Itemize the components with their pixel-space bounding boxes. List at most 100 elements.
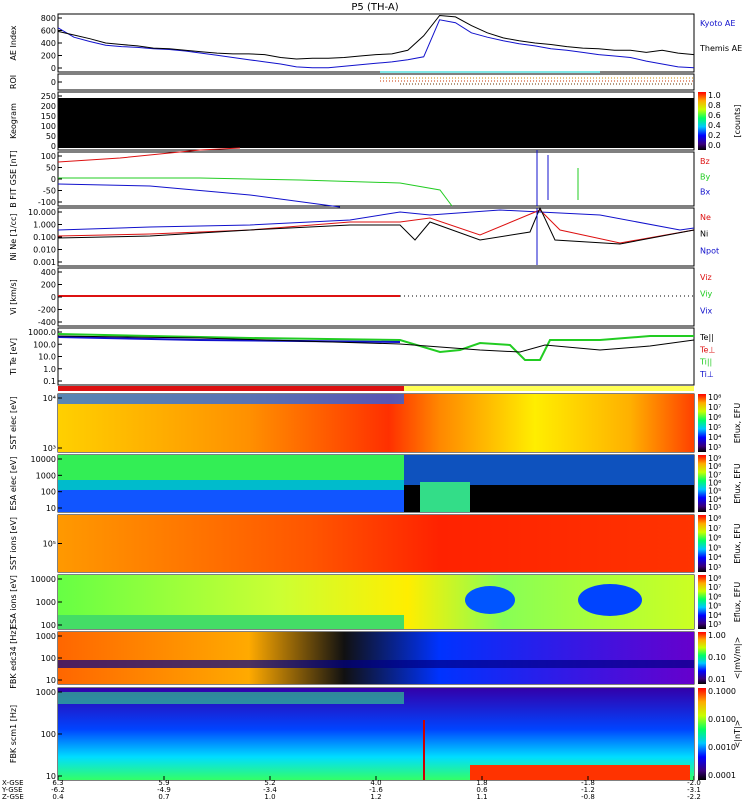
y-tick-label: 200: [41, 102, 56, 111]
panel-frame: [57, 151, 695, 207]
y-tick-label: 1000: [36, 632, 56, 641]
y-tick-label: 100: [41, 654, 56, 663]
x-row-label: Y-GSE: [1, 786, 23, 794]
y-tick-label: 50: [46, 132, 56, 141]
legend-entry: Te||: [699, 333, 714, 342]
y-axis-label: Ti Te [eV]: [9, 338, 18, 376]
y-axis-label: ESA elec [eV]: [9, 457, 18, 511]
y-tick-label: 0.1: [43, 377, 56, 386]
ne-line: [57, 209, 695, 244]
y-tick-label: -200: [38, 306, 56, 315]
fbk-scm1-low: [470, 765, 690, 780]
x-tick-label: 1.8: [476, 779, 487, 787]
y-tick-label: -400: [38, 318, 56, 327]
colorbar-label: Eflux, EFU: [733, 403, 742, 444]
y-tick-label: 1.0: [43, 365, 56, 374]
status-bar-red: [58, 386, 404, 391]
esa-ions-blob-1: [465, 586, 515, 614]
colorbar-tick: 10⁴: [708, 433, 721, 442]
colorbar-tick: 10⁷: [708, 524, 721, 533]
bz-line: [57, 147, 241, 163]
te-par-line: [57, 335, 695, 353]
y-tick-label: 10: [46, 772, 56, 781]
y-tick-label: 1.000: [33, 221, 56, 230]
x-tick-label: 4.0: [370, 779, 381, 787]
colorbar: [698, 575, 706, 629]
colorbar-tick: 10⁸: [708, 462, 721, 471]
colorbar-tick: 10⁸: [708, 393, 721, 402]
colorbar-tick: 0.0001: [708, 771, 736, 780]
colorbar-tick: 10³: [708, 503, 721, 512]
x-tick-label: 6.3: [52, 779, 63, 787]
y-tick-label: 10: [46, 676, 56, 685]
y-tick-label: 0.100: [33, 233, 56, 242]
colorbar: [698, 92, 706, 150]
y-tick-label: 10⁵: [43, 540, 56, 549]
legend-entry: Bz: [700, 157, 710, 166]
x-tick-label: 1.2: [370, 793, 381, 800]
y-tick-label: 0.010: [33, 246, 56, 255]
y-tick-label: 0.001: [33, 258, 56, 267]
colorbar-tick: 0.1000: [708, 687, 736, 696]
legend-entry: Ni: [700, 230, 708, 239]
colorbar-tick: 10⁵: [708, 602, 721, 611]
y-tick-label: 0: [51, 175, 56, 184]
esa-ions-blob-2: [578, 584, 642, 616]
x-axis: X-GSEY-GSEZ-GSEhhmm20176.3-6.20.41800Nov…: [1, 776, 701, 800]
y-tick-label: 10000: [31, 575, 56, 584]
colorbar-tick: 10⁸: [708, 514, 721, 523]
sst-elec-lowflux: [58, 394, 404, 404]
x-tick-label: -1.8: [581, 779, 595, 787]
esa-elec-heatmap-c: [58, 490, 404, 512]
x-tick-label: -1.6: [369, 786, 383, 794]
roi-markers: [380, 71, 694, 85]
y-tick-label: 400: [41, 39, 56, 48]
colorbar-tick: 10⁸: [708, 574, 721, 583]
colorbar-tick: 10⁴: [708, 611, 721, 620]
fbk-edc34-band: [58, 660, 694, 668]
esa-ions-low: [58, 615, 404, 629]
colorbar-label: Eflux, EFU: [733, 523, 742, 564]
ti-par-line: [57, 333, 694, 361]
x-tick-label: -3.1: [687, 786, 701, 794]
colorbar-tick: 0.10: [708, 653, 726, 662]
ae-series: [57, 14, 695, 69]
colorbar-label: Eflux, EFU: [733, 582, 742, 623]
y-tick-label: 1000: [36, 471, 56, 480]
panel-frame: [57, 207, 695, 267]
colorbar-tick: 1.0: [708, 91, 721, 100]
colorbar-tick: 10⁴: [708, 553, 721, 562]
x-tick-label: 5.2: [264, 779, 275, 787]
y-tick-label: 10³: [43, 444, 56, 453]
y-tick-label: 100: [41, 488, 56, 497]
colorbar-tick: 0.0100: [708, 715, 736, 724]
y-tick-label: 0: [51, 293, 56, 302]
colorbar-label: <|mV/m|>: [733, 637, 742, 680]
y-tick-label: 10.000: [28, 208, 56, 217]
y-tick-label: 10⁴: [43, 394, 56, 403]
x-row-label: Z-GSE: [2, 793, 24, 800]
colorbar-tick: 10⁹: [708, 454, 721, 463]
ni-line: [57, 206, 695, 245]
colorbar-tick: 0.6: [708, 111, 721, 120]
y-tick-label: 100: [41, 122, 56, 131]
legend-entry: Ti⊥: [699, 370, 714, 379]
colorbar-tick: 10⁷: [708, 403, 721, 412]
y-tick-label: 10.0: [38, 353, 56, 362]
y-tick-label: 800: [41, 14, 56, 23]
colorbar-tick: 10⁷: [708, 583, 721, 592]
fbk-edc34-heatmap: [58, 632, 694, 684]
y-tick-label: -100: [38, 198, 56, 207]
ae-series-line: [57, 19, 695, 69]
y-tick-label: 10: [46, 504, 56, 513]
by-line: [58, 177, 453, 207]
y-axis-label: FBK scm1 [Hz]: [9, 705, 18, 763]
npot-line: [57, 209, 695, 231]
colorbar: [698, 515, 706, 572]
colorbar-tick: 10³: [708, 443, 721, 452]
y-tick-label: 100: [41, 621, 56, 630]
y-tick-label: -50: [43, 187, 56, 196]
x-tick-label: -4.9: [157, 786, 171, 794]
y-tick-label: 1000: [36, 598, 56, 607]
legend-entry: Npot: [700, 246, 719, 255]
